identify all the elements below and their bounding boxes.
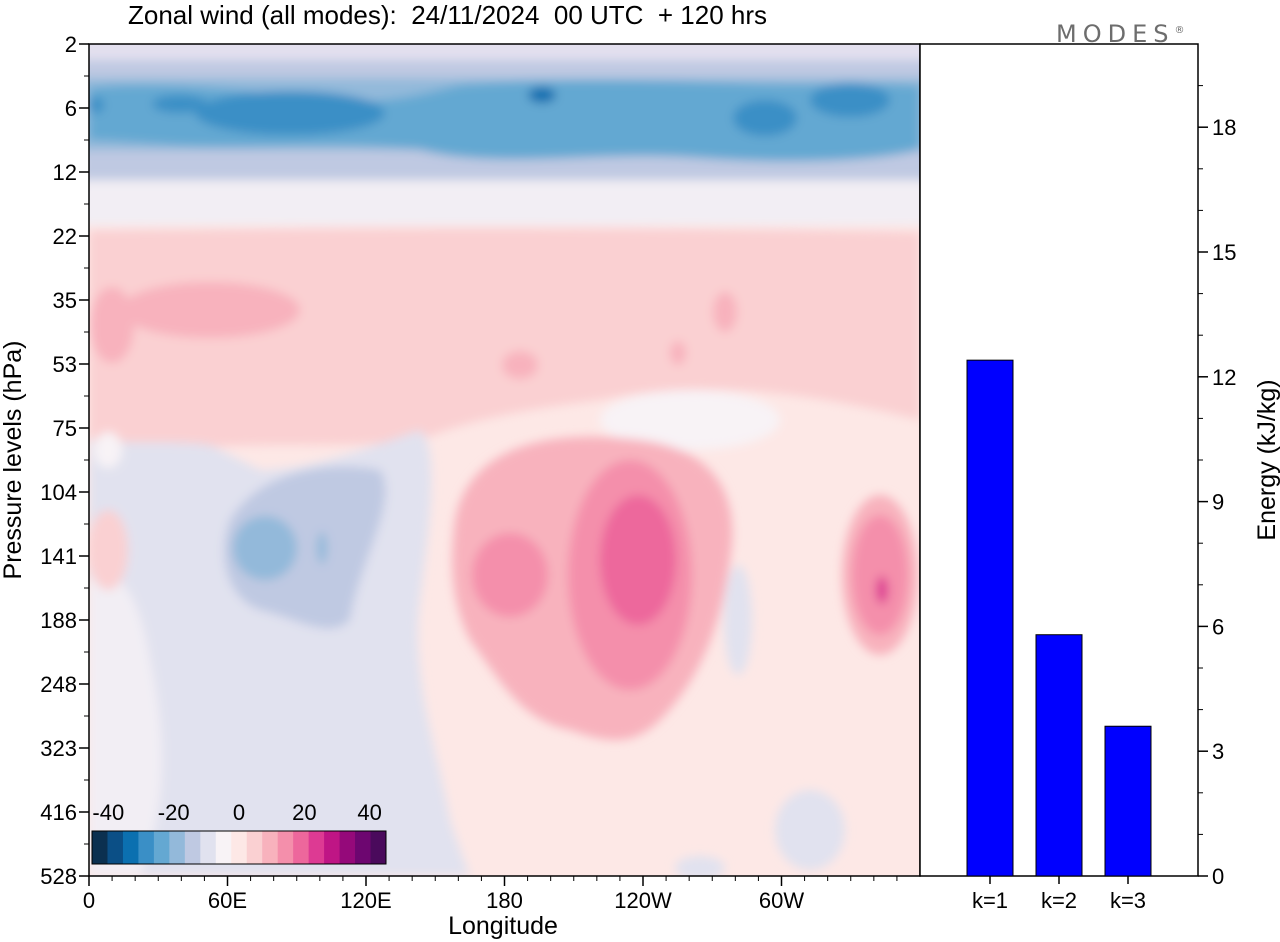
energy-bar-k3	[1104, 725, 1152, 877]
y-tick-label: 2	[65, 32, 77, 57]
contour-region	[876, 576, 888, 604]
energy-tick-label: 0	[1212, 864, 1224, 889]
bar-category-label: k=1	[972, 888, 1008, 913]
colorbar-tick-label: -20	[158, 800, 190, 825]
y-tick-label: 323	[40, 736, 77, 761]
y-tick-label: 75	[53, 416, 77, 441]
contour-region	[472, 533, 548, 617]
contour-region	[600, 495, 676, 625]
y-tick-label: 416	[40, 800, 77, 825]
y-tick-label: 248	[40, 672, 77, 697]
colorbar-swatch	[122, 831, 139, 864]
colorbar: -40 -20 0 20 40	[91, 800, 387, 865]
y-tick-label: 6	[65, 96, 77, 121]
contour-region	[502, 351, 538, 379]
contour-region	[90, 287, 134, 363]
contour-region	[670, 341, 686, 365]
x-axis-label: Longitude	[448, 912, 558, 940]
colorbar-swatch	[138, 831, 155, 864]
contour-region	[810, 83, 890, 117]
colorbar-swatch	[293, 831, 310, 864]
contour-region	[89, 180, 920, 225]
contour-region	[89, 574, 162, 876]
y-tick-label: 22	[53, 224, 77, 249]
energy-bar-k2	[1035, 634, 1083, 877]
colorbar-swatch	[262, 831, 279, 864]
y-tick-label: 104	[40, 480, 77, 505]
y-tick-label: 141	[40, 544, 77, 569]
registered-mark: ®	[1174, 25, 1185, 36]
contour-region	[89, 228, 920, 450]
y-tick-label: 188	[40, 608, 77, 633]
x-tick-label: 180	[486, 888, 523, 913]
colorbar-swatch	[339, 831, 356, 864]
wind-heatmap	[89, 44, 920, 876]
energy-tick-label: 12	[1212, 365, 1236, 390]
colorbar-tick-label: -40	[92, 800, 124, 825]
colorbar-swatch	[231, 831, 248, 864]
colorbar-swatch	[215, 831, 232, 864]
energy-tick-label: 15	[1212, 240, 1236, 265]
x-tick-label: 120W	[614, 888, 672, 913]
contour-region	[733, 100, 797, 136]
contour-region	[233, 516, 297, 580]
x-tick-label: 120E	[340, 888, 391, 913]
contour-region	[600, 390, 780, 450]
contour-region	[152, 95, 208, 113]
contour-region	[724, 565, 752, 675]
y-axis-label: Pressure levels (hPa)	[0, 341, 27, 580]
colorbar-tick-label: 0	[233, 800, 245, 825]
energy-bar-panel: k=1 k=2 k=3 0 3 6 9 12 15 18	[919, 43, 1236, 913]
contour-region	[94, 432, 122, 468]
energy-tick-label: 9	[1212, 490, 1224, 515]
contour-region	[852, 515, 908, 635]
colorbar-swatch	[308, 831, 325, 864]
y-tick-label: 12	[53, 160, 77, 185]
contour-region	[528, 87, 556, 103]
colorbar-tick-label: 20	[292, 800, 316, 825]
colorbar-tick-label: 40	[357, 800, 381, 825]
energy-tick-label: 6	[1212, 614, 1224, 639]
contour-region	[89, 430, 470, 876]
chart-title: Zonal wind (all modes): 24/11/2024 00 UT…	[128, 0, 768, 30]
x-tick-label: 60W	[759, 888, 804, 913]
colorbar-swatch	[200, 831, 217, 864]
energy-axis-label: Energy (kJ/kg)	[1253, 379, 1280, 540]
x-tick-label: 0	[83, 888, 95, 913]
colorbar-frame	[91, 830, 387, 865]
bar-category-label: k=2	[1041, 888, 1077, 913]
contour-region	[120, 282, 300, 338]
contour-region	[195, 91, 385, 135]
contour-region	[675, 856, 725, 876]
energy-bar-k1	[966, 359, 1014, 877]
colorbar-swatch	[184, 831, 201, 864]
colorbar-swatch	[92, 831, 108, 864]
colorbar-swatch	[370, 831, 387, 864]
contour-region	[89, 97, 104, 113]
colorbar-swatch	[169, 831, 186, 864]
y-tick-label: 528	[40, 864, 77, 889]
energy-tick-label: 18	[1212, 115, 1236, 140]
contour-region	[713, 292, 737, 332]
y-tick-label: 35	[53, 288, 77, 313]
contour-region	[775, 790, 845, 870]
colorbar-swatch	[355, 831, 372, 864]
bar-category-label: k=3	[1110, 888, 1146, 913]
colorbar-swatch	[153, 831, 170, 864]
colorbar-swatch	[277, 831, 294, 864]
colorbar-swatch	[324, 831, 341, 864]
y-tick-label: 53	[53, 352, 77, 377]
energy-tick-label: 3	[1212, 739, 1224, 764]
contour-region	[89, 510, 128, 590]
x-tick-label: 60E	[208, 888, 247, 913]
contour-region	[317, 532, 327, 564]
colorbar-swatch	[107, 831, 124, 864]
contour-region	[224, 466, 386, 629]
colorbar-swatch	[246, 831, 263, 864]
